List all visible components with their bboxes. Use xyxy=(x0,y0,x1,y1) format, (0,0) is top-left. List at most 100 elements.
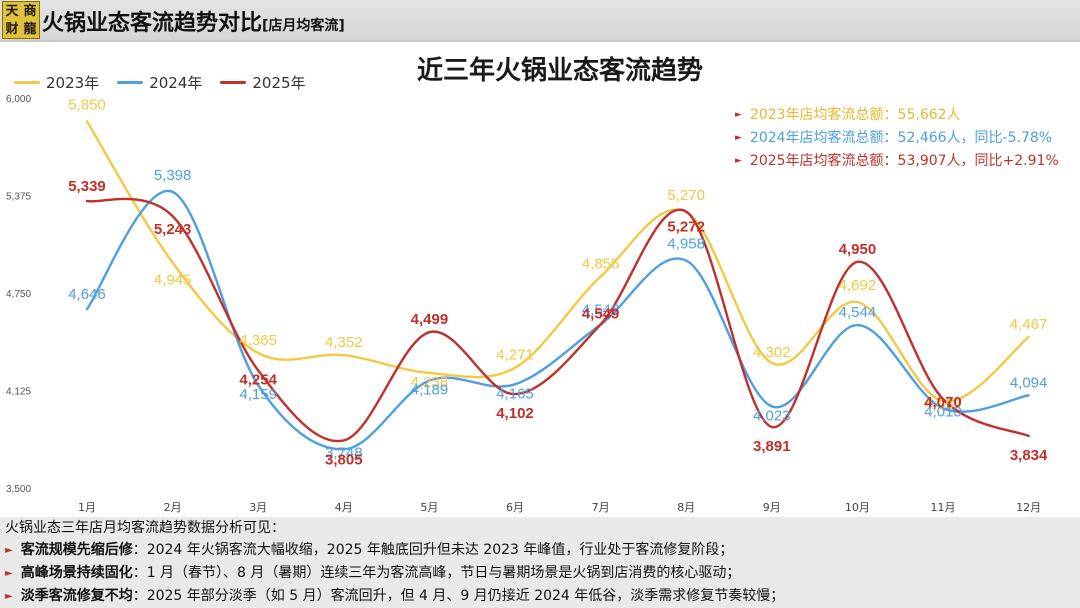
x-tick-label: 11月 xyxy=(931,501,956,514)
data-label-2023: 4,057 xyxy=(924,396,962,413)
bullet-icon: ► xyxy=(735,133,742,143)
data-label-2024: 4,958 xyxy=(667,236,705,253)
data-label-2023: 4,467 xyxy=(1010,316,1048,333)
bullet-icon: ► xyxy=(735,110,742,120)
summary-2023: ► 2023年店均客流总额：55,662人 xyxy=(735,104,1059,127)
summary-text: 2024年店均客流总额：52,466人，同比-5.78% xyxy=(749,130,1053,146)
data-label-2023: 4,365 xyxy=(239,332,277,349)
legend-swatch-2025 xyxy=(220,81,247,84)
data-label-2025: 4,254 xyxy=(239,371,277,388)
data-label-2024: 4,159 xyxy=(239,386,277,403)
logo-char: 商 xyxy=(23,3,37,19)
note-item: ► 客流规模先缩后修：2024 年火锅客流大幅收缩，2025 年触底回升但未达 2… xyxy=(0,539,1080,562)
legend-swatch-2024 xyxy=(117,81,144,84)
x-tick-label: 12月 xyxy=(1016,501,1041,514)
legend-item-2025: 2025年 xyxy=(220,72,306,93)
data-label-2025: 4,070 xyxy=(924,394,962,411)
x-tick-label: 10月 xyxy=(845,501,870,514)
line-chart: 3,500 4,125 4,750 5,375 6,000 1月 2月 3月 4月 5月 6月 7月 8… xyxy=(6,94,1048,514)
logo-char: 天 xyxy=(5,3,19,19)
data-label-2025: 4,499 xyxy=(411,311,449,328)
data-label-2023: 4,302 xyxy=(753,344,791,361)
page-subtitle: [店月均客流] xyxy=(262,18,345,34)
data-label-2024: 4,094 xyxy=(1010,374,1048,391)
bullet-icon: ► xyxy=(735,156,742,166)
x-tick-label: 3月 xyxy=(249,501,267,514)
data-label-2024: 3,748 xyxy=(325,444,363,461)
summary-box: ► 2023年店均客流总额：55,662人 ► 2024年店均客流总额：52,466… xyxy=(735,104,1059,173)
data-label-2023: 4,692 xyxy=(839,277,877,294)
x-tick-label: 4月 xyxy=(335,501,353,514)
data-label-2024: 4,165 xyxy=(496,385,534,402)
summary-2024: ► 2024年店均客流总额：52,466人，同比-5.78% xyxy=(735,127,1059,150)
chart-title: 近三年火锅业态客流趋势 xyxy=(416,56,703,86)
data-label-2025: 3,834 xyxy=(1010,447,1048,464)
x-tick-label: 9月 xyxy=(763,501,781,514)
legend-label: 2023年 xyxy=(46,74,100,92)
data-label-2025: 3,891 xyxy=(753,438,791,455)
data-label-2024: 4,646 xyxy=(68,286,106,303)
legend-item-2024: 2024年 xyxy=(117,72,202,93)
data-label-2023: 4,945 xyxy=(154,272,192,289)
summary-2025: ► 2025年店均客流总额：53,907人，同比+2.91% xyxy=(735,150,1059,173)
legend-label: 2025年 xyxy=(252,74,306,92)
note-item: ► 淡季客流修复不均：2025 年部分淡季（如 5 月）客流回升，但 4 月、9 … xyxy=(0,585,1080,608)
summary-text: 2025年店均客流总额：53,907人，同比+2.91% xyxy=(749,153,1059,169)
data-label-2024: 4,010 xyxy=(924,403,962,420)
data-label-2025: 4,102 xyxy=(496,405,534,422)
logo-char: 龍 xyxy=(23,21,37,37)
x-tick-label: 2月 xyxy=(164,501,182,514)
legend-item-2023: 2023年 xyxy=(14,72,99,93)
y-tick-label: 4,125 xyxy=(6,387,31,398)
data-label-2023: 4,855 xyxy=(582,256,620,273)
x-tick-label: 7月 xyxy=(592,501,610,514)
data-label-2023: 5,270 xyxy=(667,187,705,204)
y-tick-label: 5,375 xyxy=(6,192,31,203)
brand-logo: 天 商 财 龍 xyxy=(2,1,40,39)
note-item: ► 高峰场景持续固化：1 月（春节）、8 月（暑期）连续三年为客流高峰，节日与暑期… xyxy=(0,562,1080,585)
note-body: ：1 月（春节）、8 月（暑期）连续三年为客流高峰，节日与暑期场景是火锅到店消费… xyxy=(132,565,741,581)
y-tick-label: 6,000 xyxy=(6,94,31,105)
summary-text: 2023年店均客流总额：55,662人 xyxy=(749,107,961,123)
data-label-2024: 4,189 xyxy=(411,382,449,399)
data-label-2023: 4,271 xyxy=(496,347,534,364)
note-body: ：2024 年火锅客流大幅收缩，2025 年触底回升但未达 2023 年峰值，行… xyxy=(132,542,734,558)
data-label-2025: 5,243 xyxy=(154,221,192,238)
data-label-2024: 4,544 xyxy=(839,304,877,321)
note-head: 高峰场景持续固化 xyxy=(20,565,133,581)
page-title-text: 火锅业态客流趋势对比 xyxy=(42,11,263,36)
data-label-2025: 4,950 xyxy=(839,241,877,258)
y-tick-label: 3,500 xyxy=(6,484,31,495)
chart-legend: 2023年 2024年 2025年 xyxy=(14,72,306,93)
data-label-2023: 4,352 xyxy=(325,334,363,351)
data-label-2024: 4,548 xyxy=(582,302,620,319)
x-tick-label: 8月 xyxy=(677,501,695,514)
data-label-2025: 5,272 xyxy=(667,219,705,236)
data-label-2023: 5,850 xyxy=(68,96,106,113)
data-label-2023: 4,238 xyxy=(411,374,449,391)
x-tick-label: 5月 xyxy=(420,501,438,514)
note-head: 淡季客流修复不均 xyxy=(20,588,133,604)
series-line-2024 xyxy=(85,189,1030,451)
note-body: ：2025 年部分淡季（如 5 月）客流回升，但 4 月、9 月仍接近 2024… xyxy=(132,588,785,604)
bullet-icon: ► xyxy=(5,568,13,579)
note-head: 客流规模先缩后修 xyxy=(20,542,133,558)
data-label-2024: 4,023 xyxy=(753,407,791,424)
data-label-2025: 3,805 xyxy=(325,451,363,468)
data-label-2024: 5,398 xyxy=(154,167,192,184)
legend-label: 2024年 xyxy=(149,74,203,92)
analysis-notes: 火锅业态三年店月均客流趋势数据分析可见： ► 客流规模先缩后修：2024 年火锅客… xyxy=(0,517,1080,607)
x-tick-label: 1月 xyxy=(78,501,96,514)
logo-char: 财 xyxy=(5,21,19,37)
data-label-2025: 4,549 xyxy=(582,305,620,322)
x-tick-label: 6月 xyxy=(506,501,524,514)
legend-swatch-2023 xyxy=(14,81,40,84)
y-tick-label: 4,750 xyxy=(6,289,31,300)
page-title: 火锅业态客流趋势对比[店月均客流] xyxy=(42,5,345,37)
bullet-icon: ► xyxy=(5,591,13,602)
chart-panel xyxy=(0,42,1080,517)
bullet-icon: ► xyxy=(5,545,13,556)
data-label-2025: 5,339 xyxy=(68,178,106,195)
header-bar: 天 商 财 龍 火锅业态客流趋势对比[店月均客流] xyxy=(0,0,1080,42)
notes-intro: 火锅业态三年店月均客流趋势数据分析可见： xyxy=(5,520,285,536)
